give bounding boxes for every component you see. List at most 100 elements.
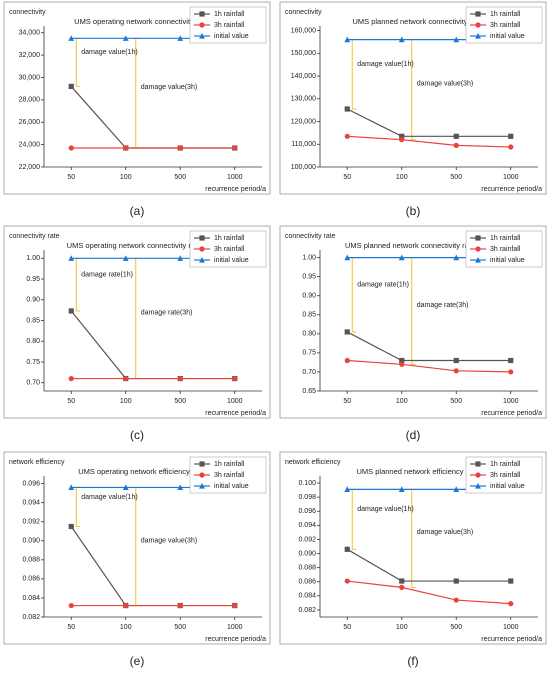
data-point (68, 602, 74, 609)
legend-marker (199, 461, 205, 467)
legend-label: initial value (490, 257, 525, 264)
y-tick-label: 0.90 (26, 297, 40, 304)
x-axis-label: recurrence period/a (205, 410, 266, 417)
data-point (344, 486, 351, 492)
y-tick-label: 0.90 (302, 293, 316, 300)
series-line (347, 580, 511, 605)
y-tick-label: 0.096 (298, 508, 316, 515)
y-tick-label: 160,000 (291, 27, 316, 34)
panel-label: (d) (406, 428, 421, 442)
y-tick-label: 0.084 (22, 595, 40, 602)
data-point (398, 254, 405, 261)
y-tick-label: 0.082 (22, 614, 40, 621)
damage-bracket (135, 257, 140, 380)
annotation: damage rate(3h) (417, 302, 469, 309)
x-tick-label: 100 (120, 174, 132, 181)
data-point (177, 255, 184, 261)
chart-title: UMS planned network efficiency (357, 467, 464, 476)
data-point (399, 584, 405, 590)
y-tick-label: 0.084 (298, 593, 316, 600)
series-line (347, 359, 511, 373)
y-tick-label: 0.090 (298, 550, 316, 557)
legend-marker (199, 256, 205, 263)
y-tick-label: 0.70 (302, 369, 316, 376)
data-point (68, 484, 75, 491)
y-tick-label: 0.094 (298, 522, 316, 529)
data-point (68, 83, 74, 90)
data-point (399, 357, 405, 364)
legend-marker (199, 22, 205, 28)
panel-frame (279, 1, 547, 195)
x-tick-label: 100 (396, 624, 408, 631)
data-point (344, 133, 350, 139)
data-point (122, 484, 129, 491)
legend-marker (199, 32, 205, 39)
data-point (508, 369, 514, 375)
data-point (453, 142, 459, 148)
y-axis-label: connectivity (285, 9, 322, 16)
data-point (68, 523, 74, 530)
x-tick-label: 1000 (503, 398, 519, 405)
legend-marker (475, 11, 481, 17)
damage-bracket (75, 37, 81, 87)
series-line (70, 310, 235, 380)
y-tick-label: 130,000 (291, 96, 316, 103)
y-tick-label: 0.70 (26, 380, 40, 387)
panel-label: (b) (406, 204, 421, 218)
legend-label: 1h rainfall (214, 461, 245, 468)
x-axis-label: recurrence period/a (481, 410, 542, 417)
x-tick-label: 1000 (227, 624, 243, 631)
y-tick-label: 0.088 (298, 564, 316, 571)
y-tick-label: 1.00 (302, 254, 316, 261)
panel-label: (a) (130, 204, 145, 218)
x-axis-label: recurrence period/a (205, 186, 266, 193)
legend-label: 3h rainfall (490, 22, 521, 29)
data-point (398, 486, 405, 492)
data-point (453, 578, 459, 584)
annotation: damage value(1h) (81, 49, 137, 56)
damage-bracket (75, 486, 81, 527)
x-tick-label: 100 (120, 624, 132, 631)
legend-label: initial value (490, 33, 525, 40)
legend-label: 3h rainfall (490, 472, 521, 479)
data-point (453, 486, 460, 492)
data-point (344, 357, 350, 364)
series-line (346, 108, 511, 137)
legend-marker (475, 246, 481, 252)
x-tick-label: 50 (67, 174, 75, 181)
legend-label: initial value (214, 33, 249, 40)
damage-bracket (411, 488, 416, 588)
y-tick-label: 24,000 (19, 141, 41, 148)
x-tick-label: 50 (67, 398, 75, 405)
data-point (122, 35, 129, 41)
data-point (68, 255, 75, 261)
x-axis-label: recurrence period/a (205, 636, 266, 643)
y-tick-label: 0.95 (26, 276, 40, 283)
annotation: damage value(3h) (417, 529, 473, 536)
y-tick-label: 22,000 (19, 164, 41, 171)
annotation: damage value(3h) (141, 537, 197, 544)
y-tick-label: 0.80 (26, 338, 40, 345)
x-tick-label: 50 (343, 398, 351, 405)
legend-label: initial value (490, 483, 525, 490)
x-tick-label: 50 (67, 624, 75, 631)
data-point (508, 144, 514, 150)
legend-marker (475, 235, 481, 241)
data-point (398, 36, 405, 43)
y-axis-label: network efficiency (9, 459, 65, 466)
y-tick-label: 0.80 (302, 331, 316, 338)
annotation: damage rate(1h) (81, 271, 133, 278)
annotation: damage value(1h) (357, 506, 413, 513)
chart-title: UMS operating network connectivity rate (67, 241, 202, 250)
y-tick-label: 28,000 (19, 97, 41, 104)
x-tick-label: 500 (174, 398, 186, 405)
data-point (508, 578, 514, 584)
x-tick-label: 1000 (227, 174, 243, 181)
chart-title: UMS operating network efficiency (78, 467, 190, 476)
damage-bracket (351, 488, 357, 550)
x-tick-label: 50 (343, 174, 351, 181)
data-point (508, 357, 514, 364)
panel-frame (3, 225, 271, 419)
data-point (123, 602, 129, 609)
data-point (453, 597, 459, 603)
